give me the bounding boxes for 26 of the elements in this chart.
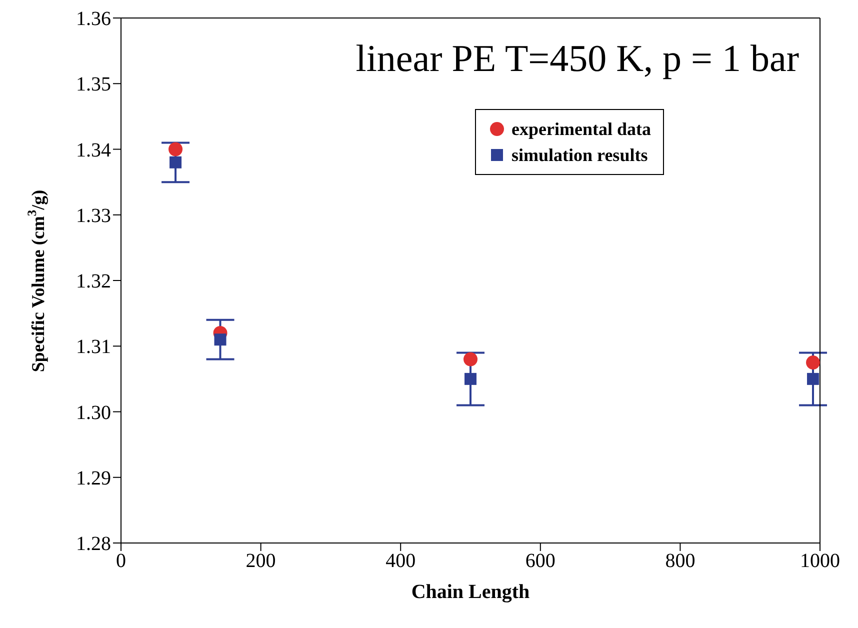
y-tick-label: 1.31 (76, 336, 111, 358)
x-tick-label: 400 (386, 550, 416, 572)
legend-label: experimental data (512, 118, 651, 141)
y-tick-label: 1.33 (76, 204, 111, 227)
y-tick-label: 1.29 (76, 467, 111, 490)
legend-label: simulation results (512, 144, 648, 167)
x-axis-title: Chain Length (411, 581, 530, 603)
point (807, 372, 820, 385)
x-tick-label: 0 (116, 550, 126, 572)
text: linear PE T=450 K, p = 1 bar (356, 38, 800, 80)
x-tick-label: 1000 (800, 550, 840, 572)
y-tick-label: 1.34 (76, 139, 111, 162)
point (806, 356, 820, 370)
point (464, 352, 478, 366)
y-tick-label: 1.36 (76, 8, 111, 30)
x-tick-label: 800 (665, 550, 696, 572)
y-tick-label: 1.35 (76, 74, 111, 96)
y-tick-label: 1.32 (76, 270, 111, 293)
point (168, 142, 183, 156)
point (170, 156, 182, 168)
y-tick-label: 1.30 (76, 402, 111, 424)
x-tick-label: 600 (525, 550, 556, 572)
y-tick-label: 1.28 (76, 533, 111, 556)
point (214, 334, 226, 346)
point (464, 372, 476, 385)
x-tick-label: 200 (246, 550, 276, 572)
